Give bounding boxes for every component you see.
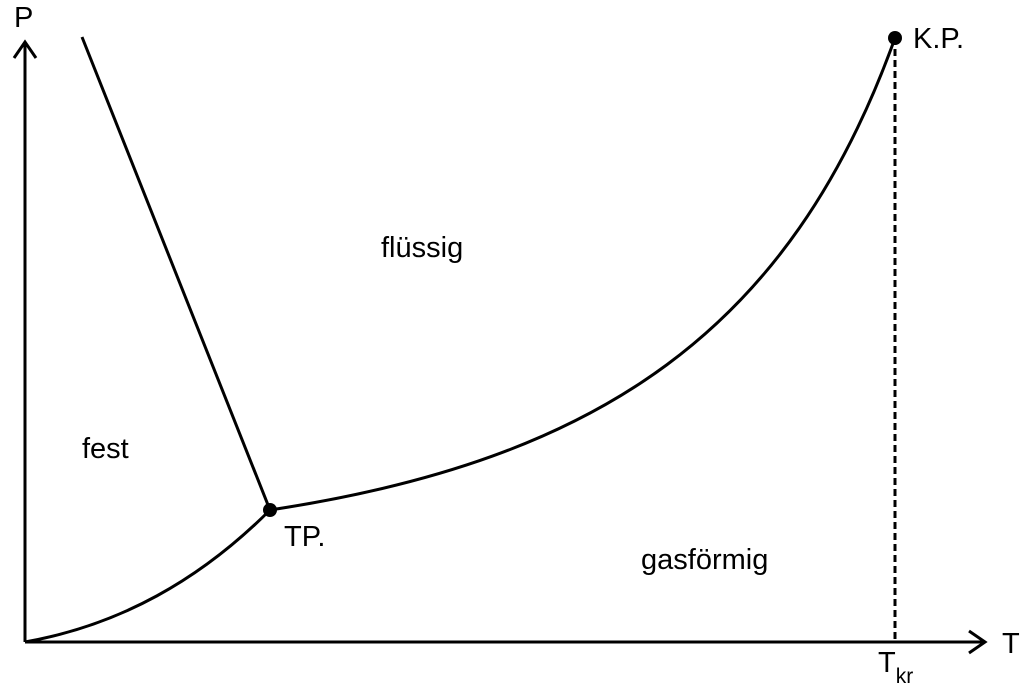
- critical-point-label: K.P.: [913, 23, 964, 55]
- melting-curve: [80, 36, 272, 511]
- region-gas-label: gasförmig: [641, 544, 768, 576]
- x-axis: [25, 629, 988, 655]
- vaporization-curve: [269, 37, 897, 512]
- region-liquid-label: flüssig: [381, 232, 463, 264]
- triple-point-label: TP.: [284, 521, 325, 553]
- critical-temperature-main: T: [878, 647, 896, 679]
- y-axis-label: P: [14, 2, 33, 34]
- sublimation-curve: [24, 508, 272, 644]
- critical-temperature-label: Tkr: [878, 647, 913, 688]
- y-axis: [12, 39, 38, 642]
- critical-point-marker: [888, 31, 902, 45]
- critical-temperature-subscript: kr: [896, 665, 914, 688]
- x-axis-label: T: [1002, 628, 1020, 660]
- triple-point-marker: [263, 503, 277, 517]
- region-solid-label: fest: [82, 433, 129, 465]
